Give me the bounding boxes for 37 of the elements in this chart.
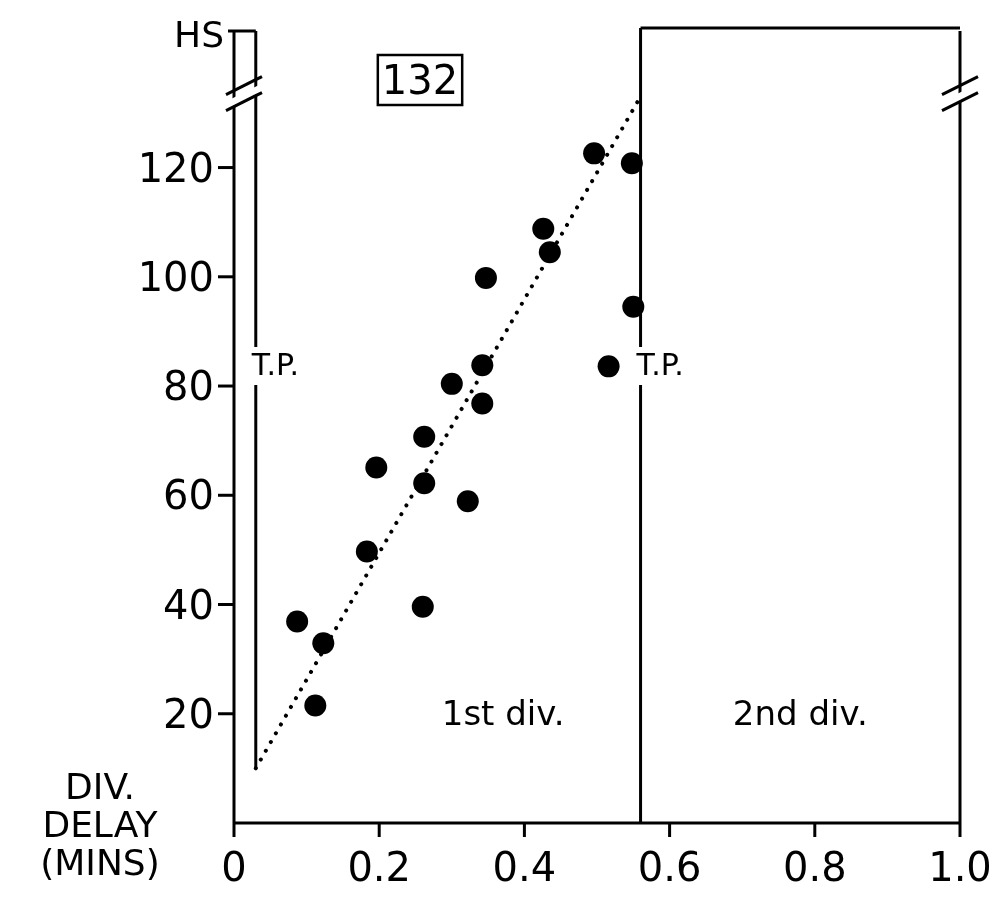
point <box>355 540 378 563</box>
x-tick-label: 0.2 <box>347 844 412 890</box>
annotation: 2nd div. <box>732 692 868 733</box>
point <box>440 372 463 395</box>
point <box>413 472 436 495</box>
ref-line-label: T.P. <box>250 347 300 383</box>
point <box>471 392 494 415</box>
text: HS <box>174 14 224 55</box>
point <box>622 295 645 318</box>
point <box>532 217 555 240</box>
x-tick-label: 0 <box>221 844 247 890</box>
y-tick-label: 40 <box>163 581 214 628</box>
point <box>312 632 335 655</box>
point <box>411 595 434 618</box>
point <box>413 425 436 448</box>
x-tick-label: 0.6 <box>637 844 702 890</box>
point <box>456 490 479 513</box>
point <box>304 694 327 717</box>
y-tick-label: 60 <box>163 472 214 519</box>
point <box>474 266 497 289</box>
point <box>286 610 309 633</box>
y-tick-label: 20 <box>163 690 214 737</box>
x-tick-label: 1.0 <box>928 844 992 890</box>
point <box>471 354 494 377</box>
point <box>365 456 388 479</box>
x-tick-label: 0.8 <box>782 844 847 890</box>
ref-line-label: T.P. <box>635 347 684 383</box>
y-tick-label: 100 <box>137 253 214 300</box>
annotation: 1st div. <box>441 692 565 733</box>
y-tick-label: 80 <box>163 363 214 410</box>
point <box>597 355 620 378</box>
point <box>620 152 643 175</box>
point <box>538 241 561 264</box>
x-tick-label: 0.4 <box>492 844 557 890</box>
y-tick-label: 120 <box>137 144 214 191</box>
point <box>583 142 606 165</box>
y-axis-title: DIV. DELAY (MINS) <box>40 766 160 883</box>
